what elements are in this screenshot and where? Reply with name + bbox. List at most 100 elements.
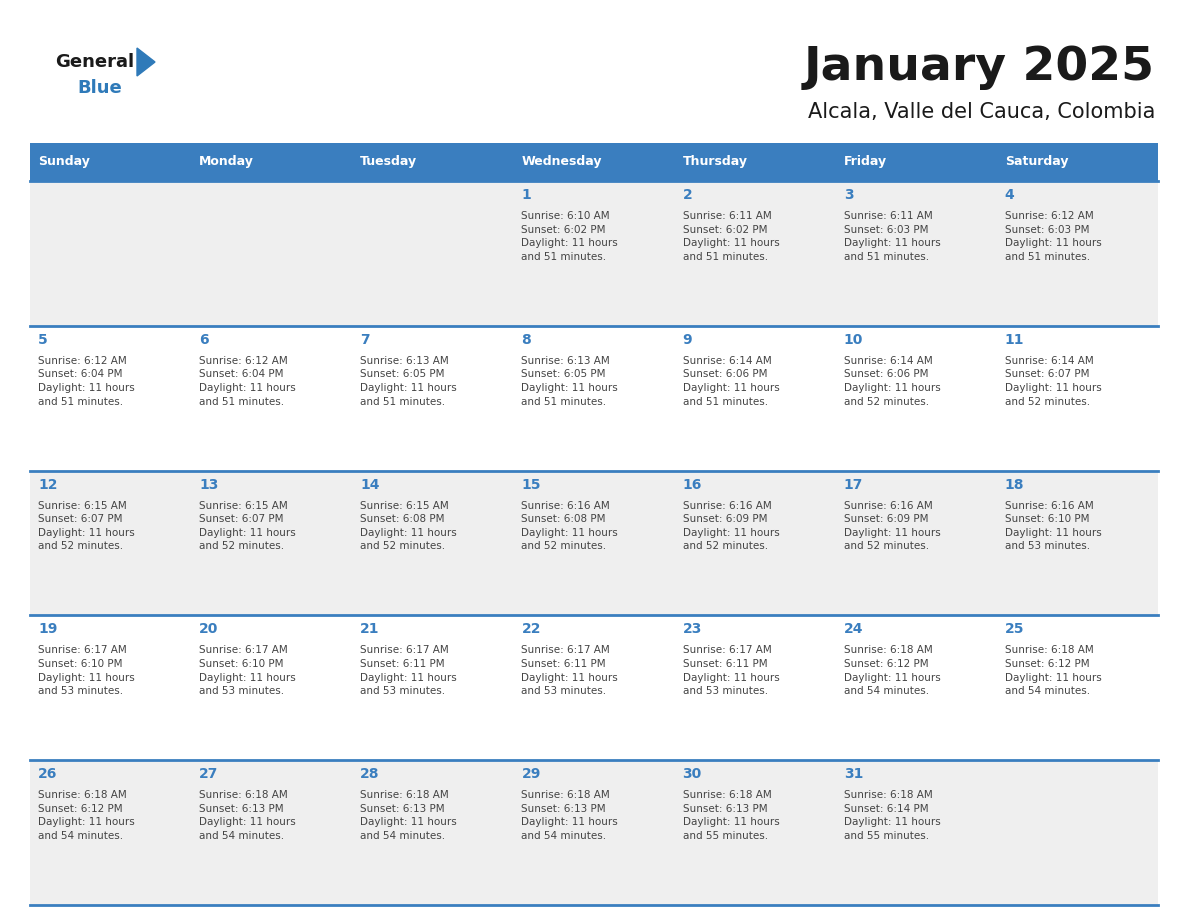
Bar xyxy=(30,326,191,471)
Bar xyxy=(513,181,675,326)
Bar xyxy=(353,471,513,615)
Bar xyxy=(353,615,513,760)
Text: 10: 10 xyxy=(843,333,864,347)
Text: Sunrise: 6:18 AM
Sunset: 6:12 PM
Daylight: 11 hours
and 54 minutes.: Sunrise: 6:18 AM Sunset: 6:12 PM Dayligh… xyxy=(1005,645,1101,696)
Text: 26: 26 xyxy=(38,767,57,781)
Bar xyxy=(835,326,997,471)
Text: 16: 16 xyxy=(683,477,702,492)
Bar xyxy=(353,143,513,181)
Text: Alcala, Valle del Cauca, Colombia: Alcala, Valle del Cauca, Colombia xyxy=(808,102,1155,122)
Text: Sunday: Sunday xyxy=(38,155,90,169)
Bar xyxy=(30,760,191,905)
Text: 6: 6 xyxy=(200,333,209,347)
Bar xyxy=(997,181,1158,326)
Text: 21: 21 xyxy=(360,622,380,636)
Text: Sunrise: 6:18 AM
Sunset: 6:13 PM
Daylight: 11 hours
and 54 minutes.: Sunrise: 6:18 AM Sunset: 6:13 PM Dayligh… xyxy=(200,790,296,841)
Bar xyxy=(353,326,513,471)
Text: 5: 5 xyxy=(38,333,48,347)
Text: 18: 18 xyxy=(1005,477,1024,492)
Text: Monday: Monday xyxy=(200,155,254,169)
Text: Thursday: Thursday xyxy=(683,155,747,169)
Bar xyxy=(675,326,835,471)
Bar xyxy=(353,181,513,326)
Text: Sunrise: 6:10 AM
Sunset: 6:02 PM
Daylight: 11 hours
and 51 minutes.: Sunrise: 6:10 AM Sunset: 6:02 PM Dayligh… xyxy=(522,211,618,262)
Bar xyxy=(513,471,675,615)
Text: 12: 12 xyxy=(38,477,57,492)
Bar xyxy=(191,471,353,615)
Text: 22: 22 xyxy=(522,622,541,636)
Text: January 2025: January 2025 xyxy=(804,46,1155,91)
Bar xyxy=(30,181,191,326)
Bar xyxy=(675,615,835,760)
Polygon shape xyxy=(137,48,154,76)
Bar xyxy=(30,615,191,760)
Bar xyxy=(675,471,835,615)
Text: Sunrise: 6:17 AM
Sunset: 6:11 PM
Daylight: 11 hours
and 53 minutes.: Sunrise: 6:17 AM Sunset: 6:11 PM Dayligh… xyxy=(683,645,779,696)
Bar xyxy=(835,615,997,760)
Text: 25: 25 xyxy=(1005,622,1024,636)
Bar xyxy=(513,760,675,905)
Text: 23: 23 xyxy=(683,622,702,636)
Bar xyxy=(513,143,675,181)
Text: Sunrise: 6:18 AM
Sunset: 6:14 PM
Daylight: 11 hours
and 55 minutes.: Sunrise: 6:18 AM Sunset: 6:14 PM Dayligh… xyxy=(843,790,941,841)
Bar xyxy=(191,326,353,471)
Bar xyxy=(835,471,997,615)
Text: Sunrise: 6:12 AM
Sunset: 6:04 PM
Daylight: 11 hours
and 51 minutes.: Sunrise: 6:12 AM Sunset: 6:04 PM Dayligh… xyxy=(200,356,296,407)
Text: Sunrise: 6:18 AM
Sunset: 6:13 PM
Daylight: 11 hours
and 54 minutes.: Sunrise: 6:18 AM Sunset: 6:13 PM Dayligh… xyxy=(360,790,457,841)
Bar xyxy=(835,143,997,181)
Text: Friday: Friday xyxy=(843,155,886,169)
Text: 27: 27 xyxy=(200,767,219,781)
Text: 31: 31 xyxy=(843,767,864,781)
Text: Saturday: Saturday xyxy=(1005,155,1068,169)
Text: 24: 24 xyxy=(843,622,864,636)
Text: Sunrise: 6:17 AM
Sunset: 6:11 PM
Daylight: 11 hours
and 53 minutes.: Sunrise: 6:17 AM Sunset: 6:11 PM Dayligh… xyxy=(522,645,618,696)
Text: Wednesday: Wednesday xyxy=(522,155,602,169)
Text: Sunrise: 6:17 AM
Sunset: 6:11 PM
Daylight: 11 hours
and 53 minutes.: Sunrise: 6:17 AM Sunset: 6:11 PM Dayligh… xyxy=(360,645,457,696)
Text: Sunrise: 6:16 AM
Sunset: 6:08 PM
Daylight: 11 hours
and 52 minutes.: Sunrise: 6:16 AM Sunset: 6:08 PM Dayligh… xyxy=(522,500,618,552)
Text: Sunrise: 6:11 AM
Sunset: 6:03 PM
Daylight: 11 hours
and 51 minutes.: Sunrise: 6:11 AM Sunset: 6:03 PM Dayligh… xyxy=(843,211,941,262)
Text: General: General xyxy=(55,53,134,71)
Text: Sunrise: 6:14 AM
Sunset: 6:06 PM
Daylight: 11 hours
and 52 minutes.: Sunrise: 6:14 AM Sunset: 6:06 PM Dayligh… xyxy=(843,356,941,407)
Text: 13: 13 xyxy=(200,477,219,492)
Text: 8: 8 xyxy=(522,333,531,347)
Bar xyxy=(191,143,353,181)
Text: Sunrise: 6:18 AM
Sunset: 6:13 PM
Daylight: 11 hours
and 54 minutes.: Sunrise: 6:18 AM Sunset: 6:13 PM Dayligh… xyxy=(522,790,618,841)
Text: 4: 4 xyxy=(1005,188,1015,202)
Text: Sunrise: 6:11 AM
Sunset: 6:02 PM
Daylight: 11 hours
and 51 minutes.: Sunrise: 6:11 AM Sunset: 6:02 PM Dayligh… xyxy=(683,211,779,262)
Bar xyxy=(997,326,1158,471)
Text: 17: 17 xyxy=(843,477,864,492)
Bar xyxy=(997,615,1158,760)
Text: Sunrise: 6:18 AM
Sunset: 6:12 PM
Daylight: 11 hours
and 54 minutes.: Sunrise: 6:18 AM Sunset: 6:12 PM Dayligh… xyxy=(38,790,134,841)
Bar xyxy=(513,326,675,471)
Bar xyxy=(675,143,835,181)
Text: Sunrise: 6:13 AM
Sunset: 6:05 PM
Daylight: 11 hours
and 51 minutes.: Sunrise: 6:13 AM Sunset: 6:05 PM Dayligh… xyxy=(522,356,618,407)
Text: Sunrise: 6:16 AM
Sunset: 6:10 PM
Daylight: 11 hours
and 53 minutes.: Sunrise: 6:16 AM Sunset: 6:10 PM Dayligh… xyxy=(1005,500,1101,552)
Bar xyxy=(835,760,997,905)
Bar xyxy=(997,143,1158,181)
Bar xyxy=(191,615,353,760)
Text: Sunrise: 6:15 AM
Sunset: 6:07 PM
Daylight: 11 hours
and 52 minutes.: Sunrise: 6:15 AM Sunset: 6:07 PM Dayligh… xyxy=(38,500,134,552)
Text: Tuesday: Tuesday xyxy=(360,155,417,169)
Text: 11: 11 xyxy=(1005,333,1024,347)
Bar xyxy=(191,760,353,905)
Text: Sunrise: 6:18 AM
Sunset: 6:12 PM
Daylight: 11 hours
and 54 minutes.: Sunrise: 6:18 AM Sunset: 6:12 PM Dayligh… xyxy=(843,645,941,696)
Text: 20: 20 xyxy=(200,622,219,636)
Text: Sunrise: 6:15 AM
Sunset: 6:07 PM
Daylight: 11 hours
and 52 minutes.: Sunrise: 6:15 AM Sunset: 6:07 PM Dayligh… xyxy=(200,500,296,552)
Text: 29: 29 xyxy=(522,767,541,781)
Text: Sunrise: 6:14 AM
Sunset: 6:07 PM
Daylight: 11 hours
and 52 minutes.: Sunrise: 6:14 AM Sunset: 6:07 PM Dayligh… xyxy=(1005,356,1101,407)
Bar xyxy=(353,760,513,905)
Text: Blue: Blue xyxy=(77,79,121,97)
Text: 7: 7 xyxy=(360,333,369,347)
Text: 14: 14 xyxy=(360,477,380,492)
Text: Sunrise: 6:17 AM
Sunset: 6:10 PM
Daylight: 11 hours
and 53 minutes.: Sunrise: 6:17 AM Sunset: 6:10 PM Dayligh… xyxy=(38,645,134,696)
Bar xyxy=(30,471,191,615)
Text: Sunrise: 6:13 AM
Sunset: 6:05 PM
Daylight: 11 hours
and 51 minutes.: Sunrise: 6:13 AM Sunset: 6:05 PM Dayligh… xyxy=(360,356,457,407)
Text: 2: 2 xyxy=(683,188,693,202)
Bar xyxy=(997,471,1158,615)
Bar xyxy=(30,143,191,181)
Text: 9: 9 xyxy=(683,333,693,347)
Text: 30: 30 xyxy=(683,767,702,781)
Bar xyxy=(675,181,835,326)
Text: 1: 1 xyxy=(522,188,531,202)
Bar xyxy=(997,760,1158,905)
